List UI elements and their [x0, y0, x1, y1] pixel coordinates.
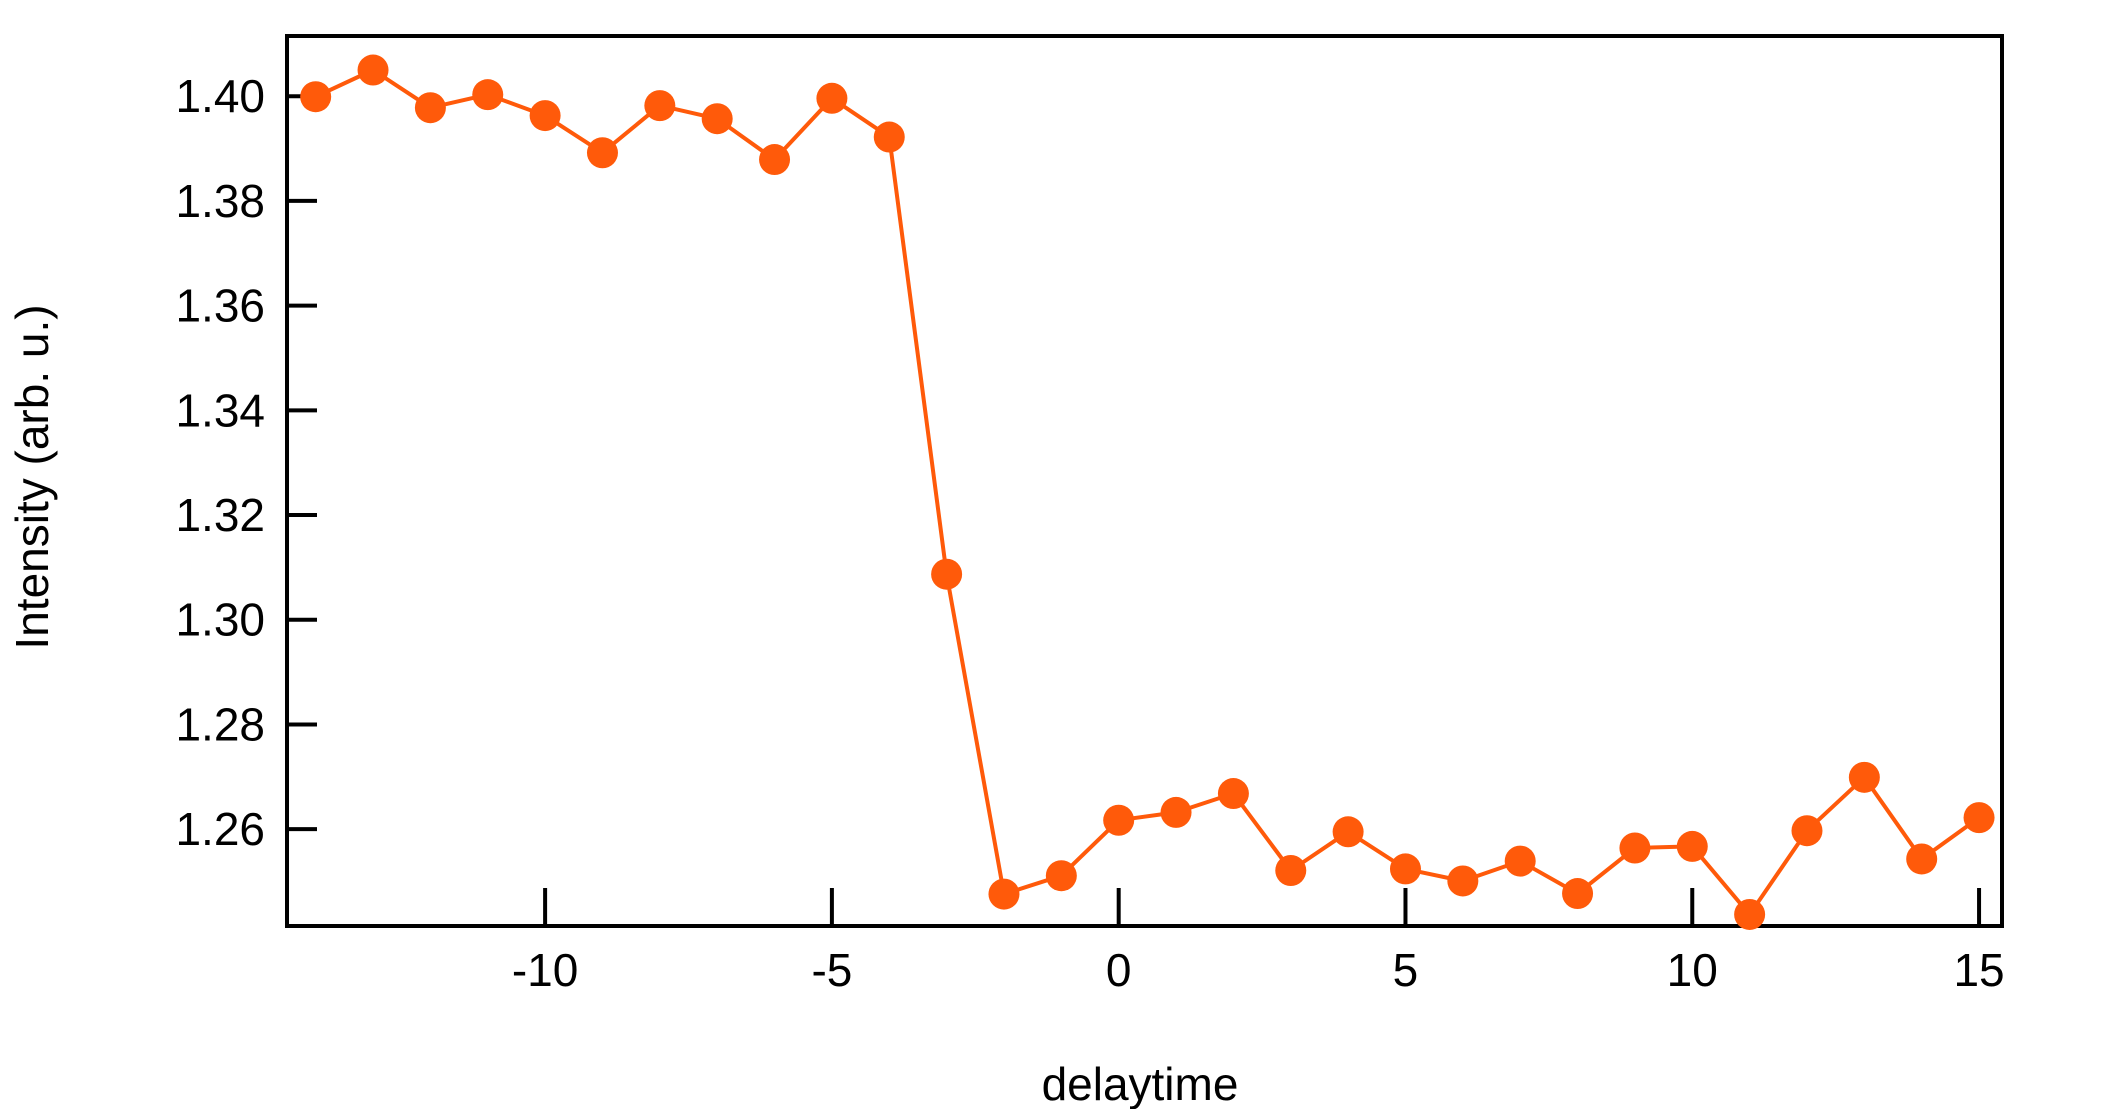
y-tick-label: 1.26 — [175, 803, 265, 855]
data-point — [1619, 832, 1651, 864]
series-line — [314, 68, 1981, 917]
data-point — [873, 121, 905, 153]
x-tick-label: -10 — [512, 944, 578, 996]
x-tick-label: -5 — [811, 944, 852, 996]
data-point — [988, 878, 1020, 910]
data-point — [1389, 853, 1421, 885]
data-point — [1447, 865, 1479, 897]
data-point — [701, 103, 733, 135]
data-point — [1217, 778, 1249, 810]
data-point — [357, 54, 389, 86]
data-point — [931, 558, 963, 590]
plot-frame — [285, 34, 2004, 928]
data-point — [472, 79, 504, 111]
series-layer — [300, 54, 1995, 930]
data-point — [1103, 804, 1135, 836]
data-point — [1906, 843, 1938, 875]
y-tick-label: 1.34 — [175, 384, 265, 436]
y-tick-label: 1.38 — [175, 175, 265, 227]
data-point — [759, 144, 791, 176]
data-point — [1332, 816, 1364, 848]
y-tick-label: 1.36 — [175, 280, 265, 332]
data-point — [1791, 815, 1823, 847]
y-axis: 1.26 1.28 1.30 1.32 1.34 1.36 1.38 1.40 — [175, 70, 317, 855]
data-point — [1963, 802, 1995, 834]
data-point — [1848, 761, 1880, 793]
data-point — [1562, 878, 1594, 910]
data-point — [1275, 855, 1307, 887]
y-tick-label: 1.28 — [175, 698, 265, 750]
x-tick-label: 0 — [1106, 944, 1132, 996]
data-point — [1676, 830, 1708, 862]
data-point — [414, 92, 446, 124]
y-axis-title: Intensity (arb. u.) — [6, 304, 58, 649]
data-point — [300, 81, 332, 113]
data-point — [1045, 860, 1077, 892]
data-point — [816, 82, 848, 114]
data-point — [586, 137, 618, 169]
x-tick-label: 5 — [1393, 944, 1419, 996]
x-axis-title: delaytime — [1042, 1058, 1239, 1109]
data-point — [529, 100, 561, 132]
data-point — [644, 90, 676, 122]
y-tick-label: 1.32 — [175, 489, 265, 541]
y-tick-label: 1.30 — [175, 594, 265, 646]
plot-border — [285, 34, 2004, 928]
data-point — [1734, 898, 1766, 930]
data-point — [1160, 796, 1192, 828]
x-tick-label: 15 — [1953, 944, 2004, 996]
x-tick-label: 10 — [1667, 944, 1718, 996]
y-tick-label: 1.40 — [175, 70, 265, 122]
data-point — [1504, 845, 1536, 877]
x-axis: -10 -5 0 5 10 15 — [512, 888, 2005, 996]
